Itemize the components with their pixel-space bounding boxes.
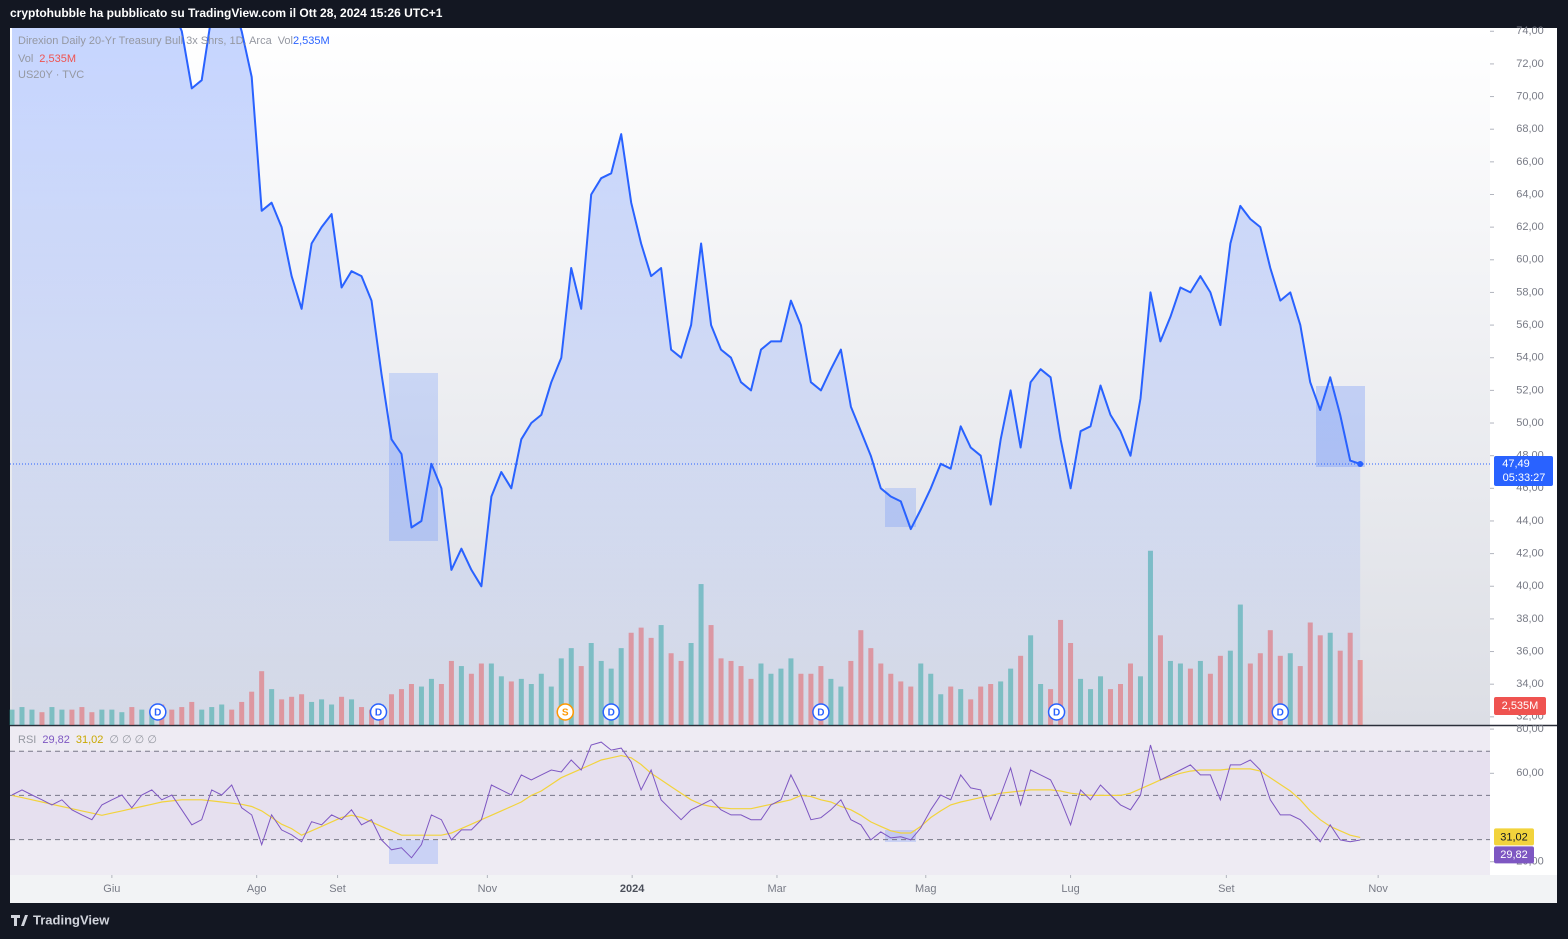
y-tick-label: 64,00 — [1516, 188, 1544, 200]
rsi-ma-label: 31,02 — [1500, 831, 1528, 843]
x-tick-label: Giu — [103, 883, 120, 895]
event-label: D — [817, 708, 824, 719]
event-label: D — [154, 708, 161, 719]
y-tick-label: 58,00 — [1516, 286, 1544, 298]
volume-last-label: 2,535M — [1502, 700, 1539, 712]
event-marker — [1047, 703, 1066, 721]
event-marker — [602, 703, 620, 721]
rsi-label: 29,82 — [1500, 849, 1528, 861]
rsi-tick-label: 60,00 — [1516, 767, 1544, 779]
x-tick-label: Nov — [478, 883, 498, 895]
price-line — [179, 28, 1361, 588]
x-tick-label: 2024 — [620, 883, 645, 895]
rsi-box — [1494, 846, 1534, 864]
event-marker — [369, 703, 388, 721]
y-tick-label: 62,00 — [1516, 221, 1544, 233]
publisher: cryptohubble ha pubblicato su TradingVie… — [10, 6, 443, 20]
x-tick-label: Lug — [1061, 883, 1079, 895]
x-tick-label: Set — [1218, 883, 1235, 895]
rsi-value: 29,82 — [42, 734, 70, 746]
event-label: D — [1277, 708, 1284, 719]
last-price-dot — [1357, 460, 1364, 467]
highlight-box — [389, 840, 438, 864]
last-price-label: 47,49 — [1502, 458, 1530, 470]
y-tick-label: 74,00 — [1516, 25, 1544, 37]
volume-last-box — [1494, 697, 1546, 715]
x-tick-label: Nov — [1368, 883, 1388, 895]
vol-label: Vol — [278, 35, 293, 47]
vol-label: Vol — [18, 53, 33, 65]
x-tick-label: Mag — [915, 883, 936, 895]
y-tick-label: 44,00 — [1516, 515, 1544, 527]
y-tick-label: 42,00 — [1516, 548, 1544, 560]
y-tick-label: 72,00 — [1516, 58, 1544, 70]
rsi-group — [11, 741, 1361, 859]
legend-rsi: RSI 29,82 31,02 ∅ ∅ ∅ ∅ — [18, 734, 157, 746]
rsi-label: RSI — [18, 734, 36, 746]
event-label: S — [562, 708, 569, 719]
event-marker — [1271, 703, 1290, 721]
y-tick-label: 40,00 — [1516, 580, 1544, 592]
price-area — [12, 28, 1361, 725]
y-tick-label: 36,00 — [1516, 645, 1544, 657]
y-tick-label: 70,00 — [1516, 90, 1544, 102]
rsi-na: ∅ ∅ ∅ ∅ — [109, 734, 157, 746]
last-price-box — [1494, 455, 1553, 486]
countdown: 05:33:27 — [1503, 472, 1546, 484]
event-marker — [149, 703, 167, 721]
y-tick-label: 34,00 — [1516, 678, 1544, 690]
price-axis — [1490, 28, 1557, 875]
symbol: Direxion Daily 20-Yr Treasury Bull 3x Sh… — [18, 35, 273, 47]
y-tick-label: 38,00 — [1516, 613, 1544, 625]
price-group — [12, 28, 1361, 725]
y-tick-label: 56,00 — [1516, 319, 1544, 331]
rsi-ma-value: 31,02 — [76, 734, 104, 746]
legend-volume: Vol 2,535M — [18, 53, 76, 65]
brand-logo — [11, 915, 28, 926]
rsi-band-fill — [10, 751, 1490, 840]
plot-layer: 32,0034,0036,0038,0040,0042,0044,0046,00… — [9, 25, 1553, 895]
y-tick-label: 54,00 — [1516, 352, 1544, 364]
rsi-line — [11, 741, 1361, 859]
y-tick-label: 68,00 — [1516, 123, 1544, 135]
brand: TradingView — [33, 912, 110, 927]
event-label: D — [608, 708, 615, 719]
event-label: D — [1053, 708, 1060, 719]
x-tick-label: Mar — [767, 883, 786, 895]
y-tick-label: 52,00 — [1516, 384, 1544, 396]
rsi-ma-line — [11, 754, 1361, 838]
event-marker — [556, 703, 575, 721]
rsi-ma-box — [1494, 828, 1534, 846]
rsi-tick-label: 80,00 — [1516, 723, 1544, 735]
legend-compare: US20Y · TVC — [18, 69, 84, 81]
x-tick-label: Ago — [247, 883, 267, 895]
event-label: D — [375, 708, 382, 719]
y-tick-label: 66,00 — [1516, 156, 1544, 168]
event-marker — [812, 703, 830, 721]
vol-value: 2,535M — [293, 35, 330, 47]
y-tick-label: 50,00 — [1516, 417, 1544, 429]
x-tick-label: Set — [329, 883, 346, 895]
y-tick-label: 60,00 — [1516, 254, 1544, 266]
vol-value: 2,535M — [39, 53, 76, 65]
legend-symbol: Direxion Daily 20-Yr Treasury Bull 3x Sh… — [18, 35, 330, 47]
time-axis — [10, 875, 1557, 903]
